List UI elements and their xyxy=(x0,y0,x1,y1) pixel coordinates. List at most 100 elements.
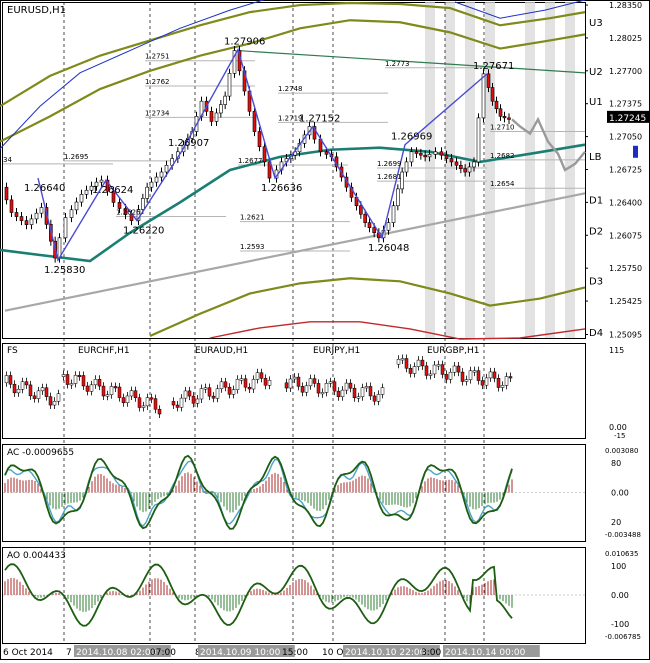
cross-candle-body xyxy=(452,365,457,373)
candle-body xyxy=(219,104,223,114)
candle-body xyxy=(4,186,9,201)
cross-candle-body xyxy=(492,371,497,379)
cross-candle-body xyxy=(61,374,66,377)
cross-candle-body xyxy=(396,359,401,365)
time-axis-label: 2014.10.14 00:00 xyxy=(445,648,526,658)
ao-scale-label: -0.006785 xyxy=(605,633,641,641)
band-labels: U3 U2 U1 LB D1 D2 D3 D4 xyxy=(589,18,603,339)
candle-body xyxy=(24,220,29,225)
swing-labels: 1.26640 1.25830 1.26624 1.26220 1.26907 1.279… xyxy=(24,37,514,277)
cross-candle-body xyxy=(316,383,321,394)
candle-body xyxy=(363,213,367,223)
cross-candle-body xyxy=(8,375,13,385)
cross-candle-body xyxy=(336,390,341,397)
candle-body xyxy=(141,198,145,210)
candle-body xyxy=(29,218,34,225)
price-axis-label: 1.27050 xyxy=(609,133,642,142)
candle-body xyxy=(494,100,499,110)
cross-candle-body xyxy=(324,383,329,393)
cross-candle-body xyxy=(223,381,228,388)
cross-candle-body xyxy=(364,386,369,389)
ao-scale-label: 0.010635 xyxy=(605,550,638,558)
cross-candle-body xyxy=(153,398,158,410)
cross-candle-body xyxy=(231,389,236,395)
candle-body xyxy=(252,111,257,132)
swing-label: 1.27671 xyxy=(473,61,514,72)
cross-pair-label: EURJPY,H1 xyxy=(313,346,360,356)
projection-line xyxy=(511,116,586,172)
cross-candle-body xyxy=(195,398,200,404)
band-label-D4: D4 xyxy=(589,328,603,339)
candle-body xyxy=(74,201,79,211)
candle-body xyxy=(400,171,404,190)
cross-candle-body xyxy=(312,378,317,384)
cross-candle-body xyxy=(52,400,57,406)
cross-candle-body xyxy=(109,386,114,395)
cross-candle-body xyxy=(203,387,208,390)
candle-body xyxy=(69,209,74,218)
cross-candle-body xyxy=(141,405,146,408)
band-label-LB: LB xyxy=(589,152,602,163)
candle-body xyxy=(63,217,68,239)
candle-body xyxy=(94,181,99,187)
candle-body xyxy=(409,151,414,163)
cross-candle-body xyxy=(175,404,180,408)
band-blue-upper-right xyxy=(454,0,586,19)
cross-candle-body xyxy=(239,378,244,381)
cross-candle-body xyxy=(81,375,86,387)
cross-candle-body xyxy=(97,379,102,387)
cross-candle-body xyxy=(440,364,445,375)
cross-candle-body xyxy=(215,388,220,399)
cross-candle-body xyxy=(436,364,441,367)
cross-candle-body xyxy=(113,386,118,389)
cross-candle-body xyxy=(133,390,138,398)
level-label: 1.2681 xyxy=(377,173,402,181)
time-axis-label: 7 xyxy=(66,648,72,658)
cross-candle-body xyxy=(247,386,252,390)
cross-candle-body xyxy=(179,397,184,408)
cross-candle-body xyxy=(360,387,365,398)
level-label: 1.2699 xyxy=(377,160,402,168)
cross-candle-body xyxy=(320,392,325,395)
level-label: 1.2719 xyxy=(278,114,303,122)
candle-body xyxy=(481,73,486,119)
candle-body xyxy=(359,205,363,215)
candle-body xyxy=(34,212,39,220)
time-label-box xyxy=(198,645,295,657)
trend-line xyxy=(4,192,586,312)
cross-candle-body xyxy=(105,394,110,397)
price-axis-label: 1.27700 xyxy=(609,67,642,76)
ac-scale-label: 0.003080 xyxy=(605,447,638,455)
candle-body xyxy=(39,207,44,214)
panel-frame-cross xyxy=(2,343,586,439)
candle-body xyxy=(467,166,472,173)
cross-candle-body xyxy=(125,395,130,403)
candle-body xyxy=(9,199,14,213)
candle-body xyxy=(502,116,507,119)
candle-body xyxy=(439,151,444,156)
level-label: 1.2710 xyxy=(490,124,515,132)
cross-candle-body xyxy=(65,374,70,385)
time-label-box xyxy=(443,645,540,657)
candle-body xyxy=(149,181,154,188)
cross-candle-body xyxy=(219,381,224,390)
level-label: 1.2626 xyxy=(116,209,141,217)
level-label: 34 xyxy=(3,156,12,164)
level-labels: 34 1.2695 1.2626 1.2751 1.2762 1.2734 1.2748 1.… xyxy=(3,53,515,251)
cross-pairs-panel: FS EURCHF,H1 EURAUD,H1 EURJPY,H1 EURGBP,H1 11… xyxy=(4,346,627,440)
candle-body xyxy=(209,111,214,122)
cross-candle-body xyxy=(500,385,505,388)
cross-candle-body xyxy=(344,382,349,391)
ac-line xyxy=(4,454,513,530)
cross-candle-body xyxy=(101,385,106,397)
swing-label: 1.27152 xyxy=(299,113,340,124)
candle-body xyxy=(386,222,391,231)
cross-candle-body xyxy=(348,382,353,389)
current-price-label: 1.27245 xyxy=(609,114,646,124)
panel-frame-ao xyxy=(2,547,586,644)
cross-candle-body xyxy=(508,376,513,379)
cross-candle-body xyxy=(504,376,509,386)
candle-body xyxy=(433,151,438,155)
